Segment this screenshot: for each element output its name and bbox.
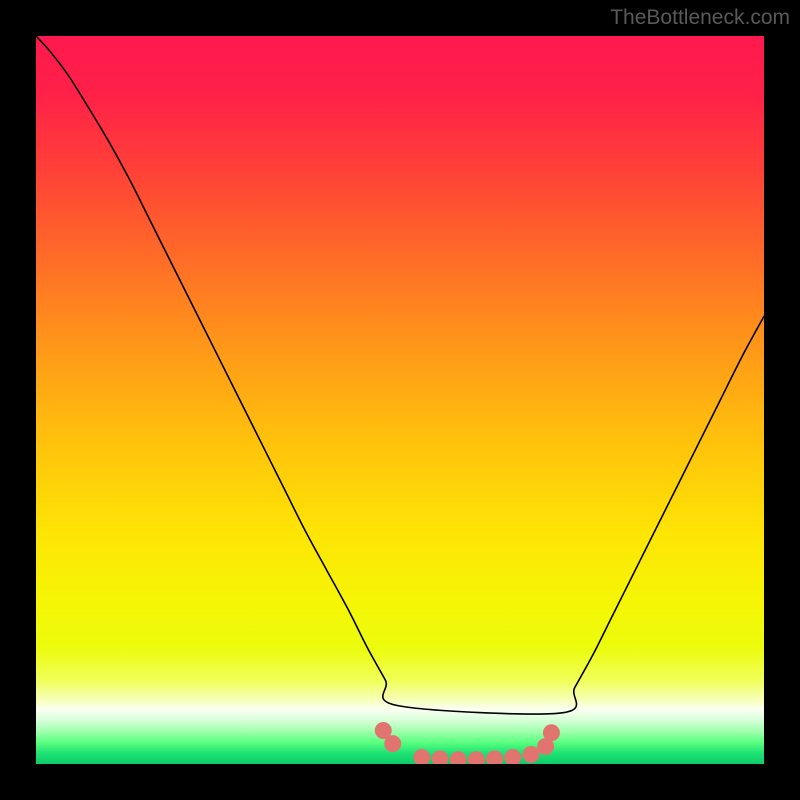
data-dot	[543, 724, 560, 741]
data-dot	[523, 746, 540, 763]
gradient-background	[36, 36, 764, 764]
chart-canvas	[36, 36, 764, 764]
watermark-text: TheBottleneck.com	[610, 6, 790, 30]
data-dot	[384, 735, 401, 752]
